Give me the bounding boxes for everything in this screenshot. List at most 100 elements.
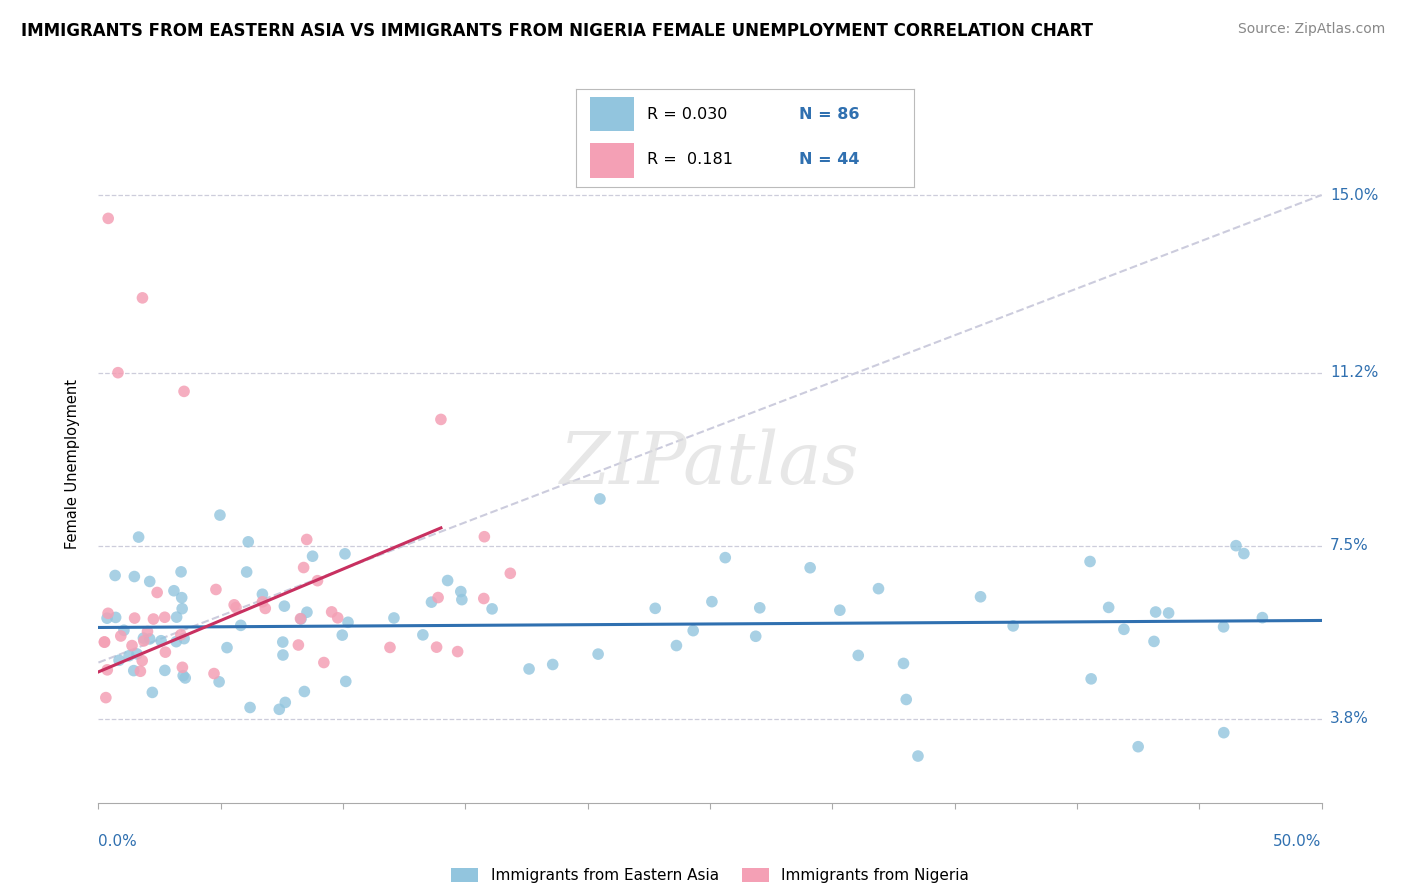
- Point: [125, 647, 148, 661]
- Point: [132, 634, 155, 648]
- Point: [1128, 739, 1150, 754]
- Point: [274, 695, 297, 709]
- Point: [426, 640, 449, 655]
- Point: [292, 684, 315, 698]
- Point: [94, 690, 117, 705]
- Point: [969, 590, 991, 604]
- Point: [172, 601, 194, 615]
- Point: [170, 565, 193, 579]
- Point: [150, 633, 173, 648]
- Point: [104, 610, 127, 624]
- Point: [170, 628, 193, 642]
- Point: [224, 598, 246, 612]
- Point: [112, 624, 135, 638]
- Point: [108, 653, 131, 667]
- Point: [893, 657, 915, 671]
- Point: [290, 612, 312, 626]
- Point: [118, 648, 141, 663]
- Point: [295, 533, 318, 547]
- Text: 15.0%: 15.0%: [1330, 187, 1378, 202]
- Point: [744, 629, 766, 643]
- Point: [124, 569, 146, 583]
- Point: [129, 665, 152, 679]
- Point: [229, 618, 252, 632]
- Text: R =  0.181: R = 0.181: [647, 152, 734, 167]
- Point: [868, 582, 890, 596]
- Point: [472, 591, 495, 606]
- Point: [301, 549, 323, 564]
- Bar: [591, 143, 634, 178]
- Point: [252, 587, 274, 601]
- Point: [1078, 554, 1101, 568]
- Text: IMMIGRANTS FROM EASTERN ASIA VS IMMIGRANTS FROM NIGERIA FEMALE UNEMPLOYMENT CORR: IMMIGRANTS FROM EASTERN ASIA VS IMMIGRAN…: [21, 22, 1092, 40]
- Point: [131, 291, 153, 305]
- Text: ZIPatlas: ZIPatlas: [560, 428, 860, 500]
- Point: [589, 491, 612, 506]
- Point: [172, 660, 194, 674]
- Point: [271, 648, 294, 662]
- Point: [252, 595, 274, 609]
- Point: [714, 550, 737, 565]
- Point: [1212, 725, 1234, 739]
- Point: [436, 574, 458, 588]
- Point: [412, 628, 434, 642]
- Point: [153, 610, 176, 624]
- Point: [1225, 539, 1247, 553]
- Point: [312, 656, 335, 670]
- Point: [1002, 619, 1025, 633]
- Point: [1080, 672, 1102, 686]
- Point: [132, 631, 155, 645]
- Point: [138, 632, 160, 646]
- Bar: [591, 97, 634, 131]
- Point: [1157, 606, 1180, 620]
- Point: [96, 611, 118, 625]
- Point: [326, 611, 349, 625]
- Point: [450, 584, 472, 599]
- Point: [121, 639, 143, 653]
- Point: [174, 671, 197, 685]
- Point: [846, 648, 869, 663]
- Point: [748, 600, 770, 615]
- Point: [235, 565, 257, 579]
- Point: [1233, 547, 1256, 561]
- Point: [420, 595, 443, 609]
- Text: 7.5%: 7.5%: [1330, 538, 1368, 553]
- Point: [96, 663, 118, 677]
- Point: [1251, 610, 1274, 624]
- Point: [170, 591, 193, 605]
- Point: [450, 592, 472, 607]
- Point: [1112, 623, 1135, 637]
- Point: [97, 607, 120, 621]
- Point: [271, 635, 294, 649]
- Point: [541, 657, 564, 672]
- Point: [104, 568, 127, 582]
- Point: [238, 534, 260, 549]
- Point: [153, 664, 176, 678]
- Text: Source: ZipAtlas.com: Source: ZipAtlas.com: [1237, 22, 1385, 37]
- Text: N = 44: N = 44: [799, 152, 859, 167]
- Point: [337, 615, 360, 630]
- Point: [378, 640, 401, 655]
- Point: [146, 585, 169, 599]
- Point: [292, 560, 315, 574]
- Point: [122, 664, 145, 678]
- Point: [799, 560, 821, 574]
- Point: [208, 508, 231, 522]
- Text: R = 0.030: R = 0.030: [647, 107, 728, 121]
- Point: [215, 640, 238, 655]
- Point: [307, 574, 329, 588]
- Point: [93, 635, 115, 649]
- Point: [333, 547, 356, 561]
- Point: [430, 412, 453, 426]
- Point: [295, 605, 318, 619]
- Point: [474, 530, 496, 544]
- Point: [700, 595, 723, 609]
- Point: [828, 603, 851, 617]
- Point: [644, 601, 666, 615]
- Point: [1212, 620, 1234, 634]
- Point: [166, 610, 188, 624]
- Point: [290, 612, 312, 626]
- Point: [205, 582, 228, 597]
- Point: [517, 662, 540, 676]
- Point: [124, 611, 146, 625]
